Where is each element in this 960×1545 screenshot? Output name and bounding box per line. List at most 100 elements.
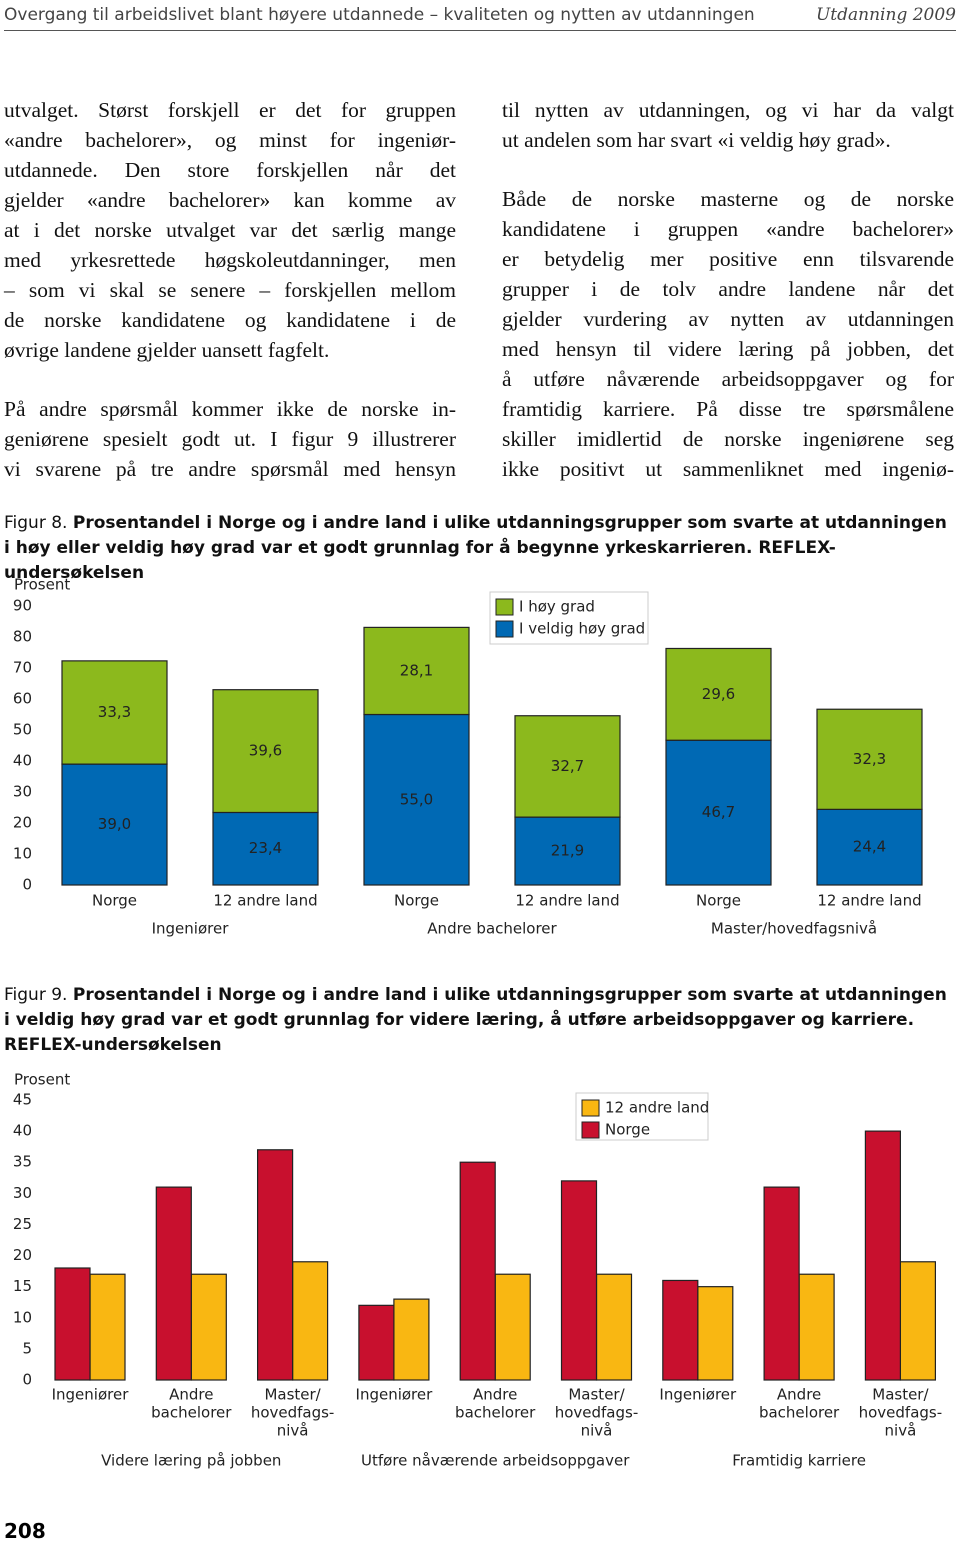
text-line: grupper i de tolv andre landene når det [502,277,954,301]
y-tick-label: 25 [13,1215,32,1233]
caption-text: Prosentandel i Norge og i andre land i u… [4,513,947,583]
axis-title: Prosent [14,576,70,594]
value-label: 46,7 [702,803,735,821]
text-line: med yrkesrettede høgskoleutdanninger, me… [4,248,456,272]
bar-segment [665,647,772,741]
x-tick-label: bachelorer [455,1404,536,1422]
text-line: «andre bachelorer», og minst for ingeniø… [4,128,456,152]
bar-segment [212,811,319,886]
y-tick-label: 50 [13,721,32,739]
bar-segment [212,689,319,814]
bar-segment [816,808,923,886]
group-label: Utføre nåværende arbeidsoppgaver [361,1452,630,1470]
header-title: Overgang til arbeidslivet blant høyere u… [4,5,755,25]
x-tick-label: nivå [277,1422,309,1440]
y-tick-label: 20 [13,1246,32,1264]
bar-segment [816,708,923,810]
bar [662,1279,699,1381]
x-tick-label: hovedfags- [251,1404,335,1422]
text-line: at i det norske utvalget var det særlig … [4,218,456,242]
bar [798,1273,835,1381]
bar-segment [363,626,470,716]
figure-caption: Figur 8. Prosentandel i Norge og i andre… [4,511,956,586]
chart: Prosent 0 10 20 30 40 50 60 70 80 90 Norge 12 andre … [13,576,923,938]
text-line: å utføre nåværende arbeidsoppgaver og fo… [502,367,954,391]
legend-label: I høy grad [519,598,595,616]
bar [494,1273,531,1381]
bar [560,1180,598,1381]
value-label: 29,6 [702,685,735,703]
bar [358,1304,395,1381]
x-tick-label: 12 andre land [817,892,921,910]
text-line: er betydelig mer positive enn tilsvarend… [502,247,954,271]
y-tick-label: 60 [13,690,32,708]
y-tick-label: 10 [13,1308,32,1326]
x-tick-label: hovedfags- [859,1404,943,1422]
value-label: 28,1 [400,661,433,679]
group-label: Videre læring på jobben [101,1452,281,1470]
legend-label: Norge [605,1121,650,1139]
y-tick-label: 80 [13,628,32,646]
chart: Prosent 0 5 10 15 20 25 30 35 40 45 Ingeniører Andre… [13,1071,943,1470]
x-tick-label: bachelorer [151,1404,232,1422]
legend-swatch [495,598,514,616]
text-line: ut andelen som har svart «i veldig høy g… [502,128,891,152]
y-tick-label: 30 [13,783,32,801]
x-tick-label: 12 andre land [515,892,619,910]
y-tick-label: 30 [13,1184,32,1202]
text-line: vi svarene på tre andre spørsmål med hen… [4,457,456,481]
legend-swatch [581,1099,600,1117]
page-number: 208 [4,1519,46,1543]
x-tick-label: Norge [394,892,439,910]
text-line: gjelder «andre bachelorer» kan komme av [4,188,456,212]
value-label: 39,6 [249,742,282,760]
text-column: utvalget. Størst forskjell er det for gr… [4,95,456,484]
text-line: På andre spørsmål kommer ikke de norske … [4,397,456,421]
caption-text: Prosentandel i Norge og i andre land i u… [4,985,947,1055]
x-tick-label: bachelorer [759,1404,840,1422]
text-line: framtidig karriere. På disse tre spørsmå… [502,397,954,421]
bar-segment [665,739,772,886]
bar [697,1286,734,1381]
text-line: utdannede. Den store forskjellen når det [4,158,456,182]
bar [292,1261,329,1381]
group-label: Master/hovedfagsnivå [711,920,877,938]
y-tick-label: 0 [22,1371,32,1389]
y-tick-label: 15 [13,1277,32,1295]
y-tick-label: 40 [13,1122,32,1140]
value-label: 55,0 [400,790,433,808]
paragraph-gap [4,365,456,394]
bar-segment [514,715,621,818]
x-tick-label: Andre [169,1386,213,1404]
x-tick-label: Master/ [264,1386,321,1404]
x-tick-label: 12 andre land [213,892,317,910]
text-column: til nytten av utdanningen, og vi har da … [502,95,954,484]
text-line: de norske kandidatene og kandidatene i d… [4,308,456,332]
bar [257,1149,294,1381]
bar-segment [61,660,168,765]
bar [459,1161,496,1381]
group-label: Framtidig karriere [732,1452,866,1470]
text-line: geniørene spesielt godt ut. I figur 9 il… [4,427,456,451]
value-label: 33,3 [98,703,131,721]
caption-label: Figur 8. [4,513,68,533]
x-tick-label: Ingeniører [356,1386,434,1404]
bar [89,1273,126,1381]
legend-label: I veldig høy grad [519,620,645,638]
bar [763,1186,800,1381]
y-tick-label: 20 [13,814,32,832]
x-tick-label: Ingeniører [659,1386,737,1404]
bar [155,1186,192,1381]
bar [899,1261,937,1381]
text-line: kandidatene i gruppen «andre bachelorer» [502,217,954,241]
paragraph-gap [502,155,954,184]
y-tick-label: 10 [13,845,32,863]
x-tick-label: Master/ [872,1386,929,1404]
text-line: skiller imidlertid de norske ingeniørene… [502,427,954,451]
text-line: gjelder vurdering av nytten av utdanning… [502,307,954,331]
text-line: – som vi skal se senere – forskjellen me… [4,278,456,302]
y-tick-label: 0 [22,876,32,894]
bar [393,1298,430,1381]
caption-label: Figur 9. [4,985,68,1005]
